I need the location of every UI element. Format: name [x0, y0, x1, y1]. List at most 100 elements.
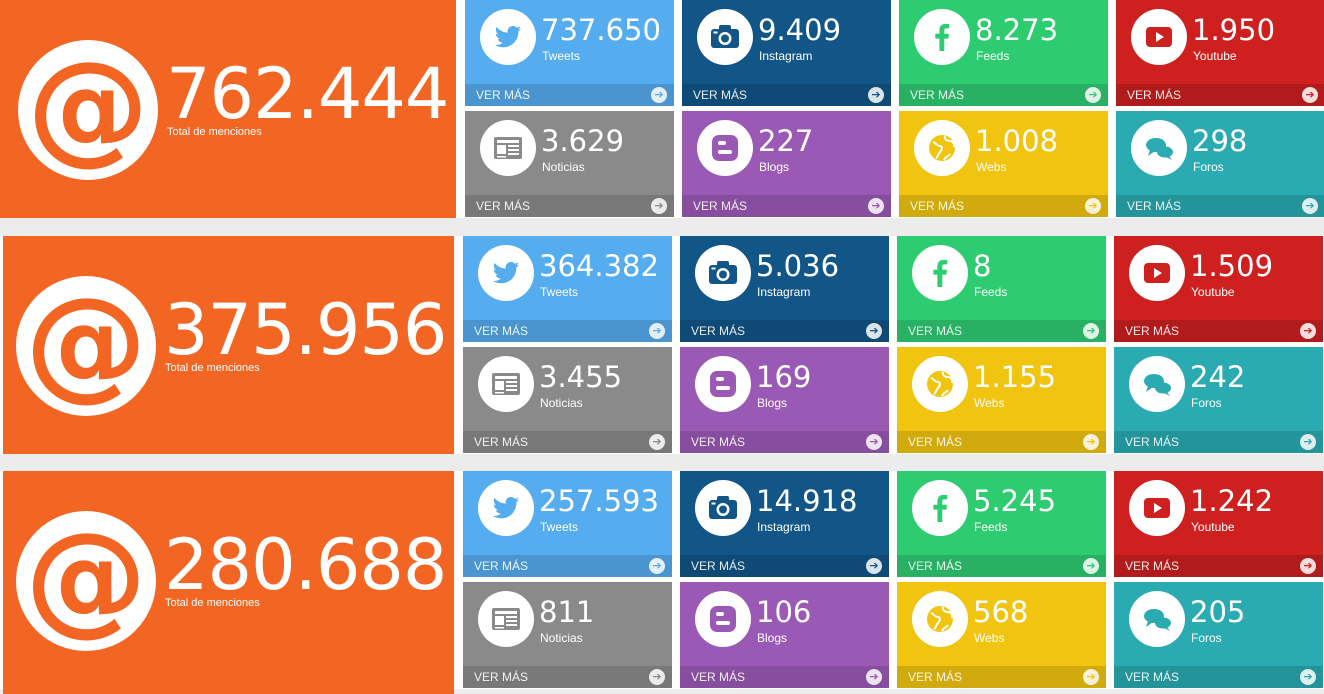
tile-webs[interactable]: 1.008 Webs VER MÁS ➔ — [899, 111, 1108, 217]
globe-icon — [912, 591, 968, 647]
tile-label: Noticias — [540, 396, 583, 410]
tile-label: Instagram — [757, 285, 811, 299]
total-mentions-label: Total de menciones — [165, 362, 260, 374]
ver-mas-link[interactable]: VER MÁS ➔ — [680, 431, 889, 453]
ver-mas-link[interactable]: VER MÁS ➔ — [680, 320, 889, 342]
tile-label: Foros — [1191, 396, 1222, 410]
blogger-icon — [695, 356, 751, 412]
chat-bubbles-icon — [1129, 356, 1185, 412]
ver-mas-link[interactable]: VER MÁS ➔ — [463, 320, 672, 342]
tile-feeds[interactable]: 8 Feeds VER MÁS ➔ — [897, 236, 1106, 342]
tile-value: 14.918 — [756, 484, 858, 518]
tile-noticias[interactable]: 3.455 Noticias VER MÁS ➔ — [463, 347, 672, 453]
tile-foros[interactable]: 205 Foros VER MÁS ➔ — [1114, 582, 1323, 688]
ver-mas-link[interactable]: VER MÁS ➔ — [1114, 666, 1323, 688]
ver-mas-link[interactable]: VER MÁS ➔ — [1116, 195, 1324, 217]
arrow-right-icon: ➔ — [1085, 87, 1101, 103]
arrow-right-icon: ➔ — [866, 669, 882, 685]
ver-mas-link[interactable]: VER MÁS ➔ — [899, 84, 1108, 106]
ver-mas-link[interactable]: VER MÁS ➔ — [899, 195, 1108, 217]
arrow-right-icon: ➔ — [1085, 198, 1101, 214]
arrow-right-icon: ➔ — [649, 558, 665, 574]
tile-value: 205 — [1190, 595, 1246, 629]
tile-youtube[interactable]: 1.950 Youtube VER MÁS ➔ — [1116, 0, 1324, 106]
tile-instagram[interactable]: 5.036 Instagram VER MÁS ➔ — [680, 236, 889, 342]
tile-tweets[interactable]: 737.650 Tweets VER MÁS ➔ — [465, 0, 674, 106]
ver-mas-link[interactable]: VER MÁS ➔ — [1114, 555, 1323, 577]
arrow-right-icon: ➔ — [1300, 434, 1316, 450]
arrow-right-icon: ➔ — [651, 198, 667, 214]
tile-foros[interactable]: 298 Foros VER MÁS ➔ — [1116, 111, 1324, 217]
tile-label: Webs — [974, 396, 1005, 410]
ver-mas-link[interactable]: VER MÁS ➔ — [1114, 431, 1323, 453]
ver-mas-label: VER MÁS — [693, 199, 748, 213]
ver-mas-link[interactable]: VER MÁS ➔ — [465, 84, 674, 106]
tile-value: 9.409 — [758, 13, 842, 47]
tile-value: 1.008 — [975, 124, 1059, 158]
tile-noticias[interactable]: 3.629 Noticias VER MÁS ➔ — [465, 111, 674, 217]
tile-label: Foros — [1193, 160, 1224, 174]
arrow-right-icon: ➔ — [868, 198, 884, 214]
at-sign-icon: @ — [16, 511, 156, 651]
ver-mas-link[interactable]: VER MÁS ➔ — [463, 555, 672, 577]
tile-blogs[interactable]: 169 Blogs VER MÁS ➔ — [680, 347, 889, 453]
tile-instagram[interactable]: 14.918 Instagram VER MÁS ➔ — [680, 471, 889, 577]
ver-mas-link[interactable]: VER MÁS ➔ — [682, 84, 891, 106]
at-sign-icon: @ — [18, 40, 158, 180]
ver-mas-label: VER MÁS — [476, 88, 531, 102]
ver-mas-link[interactable]: VER MÁS ➔ — [897, 431, 1106, 453]
tile-label: Instagram — [757, 520, 811, 534]
ver-mas-link[interactable]: VER MÁS ➔ — [463, 431, 672, 453]
tile-value: 1.509 — [1190, 249, 1274, 283]
tile-feeds[interactable]: 5.245 Feeds VER MÁS ➔ — [897, 471, 1106, 577]
ver-mas-label: VER MÁS — [691, 670, 746, 684]
tile-label: Noticias — [540, 631, 583, 645]
tile-blogs[interactable]: 227 Blogs VER MÁS ➔ — [682, 111, 891, 217]
ver-mas-link[interactable]: VER MÁS ➔ — [1114, 320, 1323, 342]
ver-mas-link[interactable]: VER MÁS ➔ — [897, 555, 1106, 577]
tile-instagram[interactable]: 9.409 Instagram VER MÁS ➔ — [682, 0, 891, 106]
tile-value: 3.629 — [541, 124, 625, 158]
tile-feeds[interactable]: 8.273 Feeds VER MÁS ➔ — [899, 0, 1108, 106]
tile-label: Tweets — [542, 49, 581, 63]
arrow-right-icon: ➔ — [866, 558, 882, 574]
mentions-panel: @ 280.688 Total de menciones 257.593 Twe… — [0, 471, 1324, 694]
arrow-right-icon: ➔ — [1300, 669, 1316, 685]
ver-mas-label: VER MÁS — [1127, 88, 1182, 102]
ver-mas-link[interactable]: VER MÁS ➔ — [897, 666, 1106, 688]
total-mentions-card: @ 762.444 Total de menciones — [0, 0, 456, 218]
ver-mas-label: VER MÁS — [1125, 324, 1180, 338]
tile-noticias[interactable]: 811 Noticias VER MÁS ➔ — [463, 582, 672, 688]
ver-mas-link[interactable]: VER MÁS ➔ — [680, 666, 889, 688]
facebook-icon — [912, 480, 968, 536]
total-mentions-value: 280.688 — [164, 524, 447, 606]
tile-youtube[interactable]: 1.509 Youtube VER MÁS ➔ — [1114, 236, 1323, 342]
ver-mas-link[interactable]: VER MÁS ➔ — [680, 555, 889, 577]
ver-mas-link[interactable]: VER MÁS ➔ — [682, 195, 891, 217]
tile-webs[interactable]: 568 Webs VER MÁS ➔ — [897, 582, 1106, 688]
tile-label: Feeds — [976, 49, 1010, 63]
ver-mas-link[interactable]: VER MÁS ➔ — [465, 195, 674, 217]
ver-mas-link[interactable]: VER MÁS ➔ — [463, 666, 672, 688]
tile-youtube[interactable]: 1.242 Youtube VER MÁS ➔ — [1114, 471, 1323, 577]
arrow-right-icon: ➔ — [1300, 323, 1316, 339]
tile-value: 242 — [1190, 360, 1246, 394]
twitter-icon — [478, 245, 534, 301]
tile-value: 169 — [756, 360, 812, 394]
tile-value: 8 — [973, 249, 992, 283]
ver-mas-link[interactable]: VER MÁS ➔ — [897, 320, 1106, 342]
tile-tweets[interactable]: 257.593 Tweets VER MÁS ➔ — [463, 471, 672, 577]
arrow-right-icon: ➔ — [1083, 669, 1099, 685]
ver-mas-label: VER MÁS — [476, 199, 531, 213]
tile-tweets[interactable]: 364.382 Tweets VER MÁS ➔ — [463, 236, 672, 342]
arrow-right-icon: ➔ — [1302, 87, 1318, 103]
ver-mas-label: VER MÁS — [910, 88, 965, 102]
tile-foros[interactable]: 242 Foros VER MÁS ➔ — [1114, 347, 1323, 453]
tile-blogs[interactable]: 106 Blogs VER MÁS ➔ — [680, 582, 889, 688]
ver-mas-label: VER MÁS — [910, 199, 965, 213]
tile-value: 5.036 — [756, 249, 840, 283]
facebook-icon — [914, 9, 970, 65]
tile-label: Tweets — [540, 285, 579, 299]
ver-mas-link[interactable]: VER MÁS ➔ — [1116, 84, 1324, 106]
tile-webs[interactable]: 1.155 Webs VER MÁS ➔ — [897, 347, 1106, 453]
